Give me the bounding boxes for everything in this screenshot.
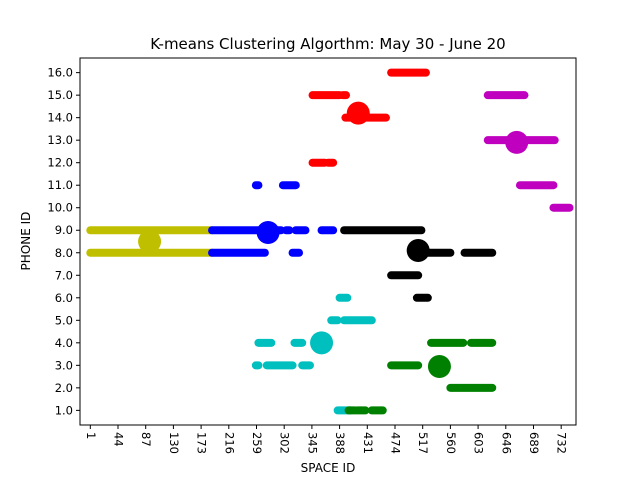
y-tick-label: 12.0	[47, 156, 73, 170]
plot-frame	[79, 57, 577, 426]
cluster-3-centroid	[406, 239, 430, 263]
x-tick-label: 646	[499, 432, 513, 454]
y-tick-label: 8.0	[55, 246, 73, 260]
y-tick-label: 6.0	[55, 291, 73, 305]
x-tick-label: 302	[278, 432, 292, 454]
x-tick-label: 474	[388, 432, 402, 454]
cluster-4-centroid	[346, 101, 370, 125]
x-tick-label: 1	[84, 432, 98, 439]
x-tick-label: 345	[305, 432, 319, 454]
cluster-5-centroid	[505, 130, 529, 154]
x-tick-label: 603	[472, 432, 486, 454]
x-axis-label: SPACE ID	[301, 461, 356, 475]
cluster-7-centroid	[427, 354, 451, 378]
y-tick-label: 14.0	[47, 111, 73, 125]
y-tick-label: 15.0	[47, 88, 73, 102]
y-axis-label: PHONE ID	[19, 212, 33, 271]
cluster-2-centroid	[256, 220, 280, 244]
y-tick-label: 5.0	[55, 313, 73, 327]
y-tick-label: 11.0	[47, 178, 73, 192]
y-tick-label: 10.0	[47, 201, 73, 215]
cluster-6-centroid	[310, 331, 334, 355]
chart-title: K-means Clustering Algorthm: May 30 - Ju…	[150, 35, 505, 53]
y-tick-label: 13.0	[47, 133, 73, 147]
y-axis-ticks: 1.0 2.0 3.0 4.0 5.0 6.0 7.0 8.0 9.0 10.0 11.0 12.0 1…	[47, 66, 80, 417]
x-tick-label: 173	[195, 432, 209, 454]
x-tick-label: 732	[555, 432, 569, 454]
x-tick-label: 560	[444, 432, 458, 454]
plot-area	[86, 68, 574, 415]
y-tick-label: 16.0	[47, 66, 73, 80]
y-tick-label: 3.0	[55, 358, 73, 372]
y-tick-label: 2.0	[55, 381, 73, 395]
y-tick-label: 1.0	[55, 403, 73, 417]
y-tick-label: 9.0	[55, 223, 73, 237]
x-tick-label: 259	[250, 432, 264, 454]
y-tick-label: 4.0	[55, 336, 73, 350]
x-tick-label: 87	[139, 432, 153, 447]
x-tick-label: 44	[112, 432, 126, 447]
x-tick-label: 216	[222, 432, 236, 454]
x-tick-label: 130	[167, 432, 181, 454]
x-tick-label: 388	[333, 432, 347, 454]
x-tick-label: 431	[361, 432, 375, 454]
x-tick-label: 689	[527, 432, 541, 454]
x-axis-ticks: 1 44 87 130 173 216 259 302 345 388 431 474 517 560 60…	[84, 425, 569, 454]
y-tick-label: 7.0	[55, 268, 73, 282]
cluster-1-centroid	[138, 230, 162, 253]
x-tick-label: 517	[416, 432, 430, 454]
